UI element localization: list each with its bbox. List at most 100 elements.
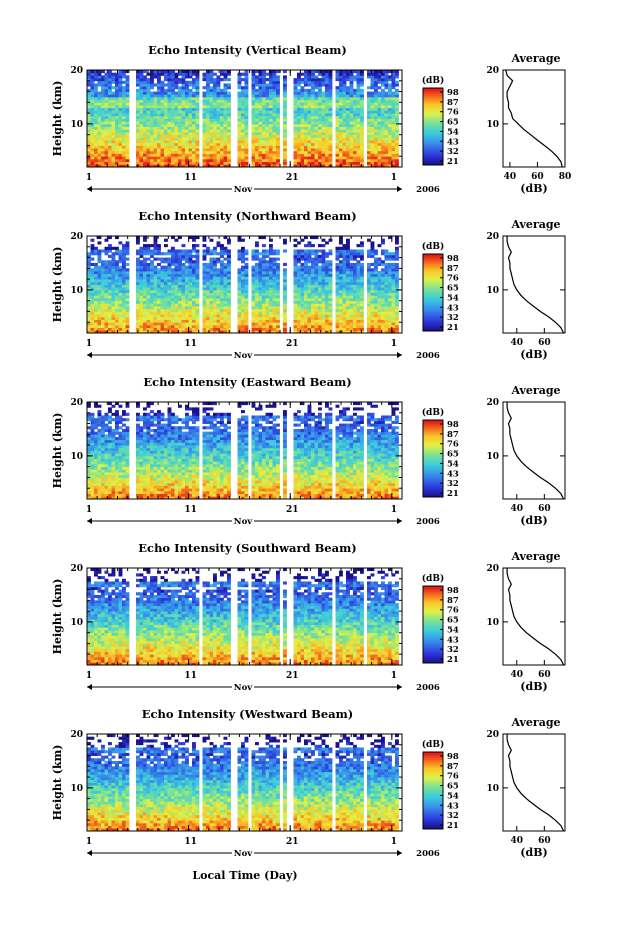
heatmap-cell <box>150 140 154 144</box>
heatmap-cell <box>311 316 315 320</box>
heatmap-cell <box>367 70 371 74</box>
heatmap-cell <box>195 113 200 117</box>
heatmap-cell <box>269 324 273 329</box>
heatmap-cell <box>195 289 200 293</box>
heatmap-cell <box>188 140 193 144</box>
heatmap-cell <box>300 281 305 285</box>
heatmap-cell <box>283 322 287 326</box>
heatmap-cell <box>216 295 221 299</box>
heatmap-cell <box>311 105 315 109</box>
heatmap-cell <box>143 131 147 136</box>
heatmap-cell <box>185 148 189 152</box>
heatmap-cell <box>377 150 382 154</box>
heatmap-cell <box>325 287 329 291</box>
heatmap-cell <box>304 91 308 95</box>
heatmap-cell <box>335 94 340 98</box>
colorbar-swatch <box>423 97 443 100</box>
heatmap-cell <box>356 319 361 323</box>
heatmap-cell <box>283 297 287 302</box>
heatmap-cell <box>349 262 354 267</box>
heatmap-cell <box>265 86 270 90</box>
heatmap-cell <box>90 322 95 326</box>
heatmap-cell <box>160 80 165 84</box>
heatmap-cell <box>307 156 312 160</box>
heatmap-cell <box>241 88 245 92</box>
heatmap-cell <box>388 88 392 92</box>
heatmap-cell <box>195 273 200 277</box>
heatmap-cell <box>153 121 158 125</box>
heatmap-cell <box>223 284 228 288</box>
heatmap-cell <box>213 129 217 133</box>
heatmap-cell <box>335 75 340 79</box>
heatmap-cell <box>94 306 98 310</box>
heatmap-cell <box>143 80 147 84</box>
heatmap-cell <box>136 121 140 125</box>
heatmap-cell <box>325 319 329 323</box>
heatmap-cell <box>360 105 364 109</box>
heatmap-cell <box>241 164 245 168</box>
heatmap-cell <box>307 148 312 152</box>
heatmap-cell <box>122 70 126 74</box>
heatmap-cell <box>188 137 193 141</box>
heatmap-cell <box>297 327 301 331</box>
heatmap-cell <box>139 297 144 302</box>
year-label: 2006 <box>416 185 440 195</box>
heatmap-cell <box>94 273 98 277</box>
heatmap-cell <box>258 86 263 90</box>
heatmap-cell <box>360 164 364 168</box>
heatmap-cell <box>220 102 224 106</box>
heatmap-cell <box>353 300 357 304</box>
heatmap-cell <box>381 83 385 87</box>
heatmap-cell <box>227 308 231 312</box>
heatmap-cell <box>143 134 147 138</box>
heatmap-cell <box>94 161 98 165</box>
heatmap-cell <box>139 110 144 114</box>
heatmap-cell <box>339 271 343 275</box>
heatmap-cell <box>153 257 158 261</box>
heatmap-cell <box>381 153 385 157</box>
heatmap-cell <box>192 156 196 160</box>
heatmap-cell <box>150 324 154 329</box>
heatmap-cell <box>255 156 259 160</box>
heatmap-cell <box>153 314 158 318</box>
heatmap-cell <box>237 110 242 114</box>
heatmap-cell <box>164 118 168 122</box>
heatmap-cell <box>318 115 322 119</box>
heatmap-cell <box>227 102 231 106</box>
heatmap-cell <box>206 83 210 87</box>
heatmap-cell <box>223 316 228 320</box>
heatmap-cell <box>377 156 382 160</box>
colorbar-swatch <box>423 138 443 141</box>
heatmap-cell <box>300 284 305 288</box>
heatmap-cell <box>304 145 308 149</box>
heatmap-cell <box>181 96 186 101</box>
heatmap-cell <box>195 292 200 296</box>
heatmap-cell <box>122 271 126 275</box>
heatmap-cell <box>181 83 186 87</box>
heatmap-cell <box>178 86 182 90</box>
heatmap-cell <box>209 148 214 152</box>
heatmap-cell <box>216 75 221 79</box>
heatmap-cell <box>90 281 95 285</box>
heatmap-cell <box>108 121 112 125</box>
heatmap-cell <box>108 134 112 138</box>
heatmap-cell <box>108 236 112 240</box>
heatmap-cell <box>325 284 329 288</box>
heatmap-cell <box>223 330 228 334</box>
heatmap-cell <box>181 254 186 258</box>
heatmap-cell <box>118 297 123 302</box>
heatmap-cell <box>209 75 214 79</box>
heatmap-cell <box>160 295 165 299</box>
heatmap-cell <box>213 80 217 84</box>
heatmap-cell <box>265 142 270 146</box>
heatmap-cell <box>227 324 231 329</box>
heatmap-cell <box>265 145 270 149</box>
heatmap-cell <box>370 105 375 109</box>
heatmap-cell <box>143 99 147 103</box>
heatmap-cell <box>118 158 123 163</box>
heatmap-cell <box>104 322 109 326</box>
heatmap-cell <box>384 142 389 146</box>
heatmap-cell <box>171 145 175 149</box>
heatmap-cell <box>339 308 343 312</box>
heatmap-cell <box>384 113 389 117</box>
